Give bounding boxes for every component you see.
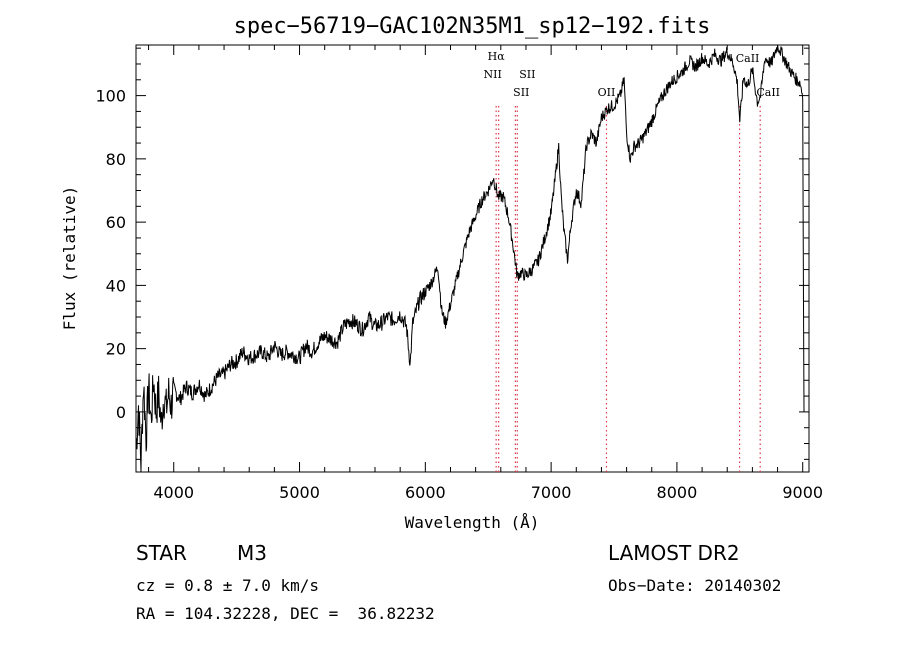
- line-label: SII: [513, 86, 529, 99]
- emission-lines: Hα NII SII SII OII CaII CaII: [484, 50, 780, 472]
- line-label: CaII: [756, 86, 780, 99]
- chart-title: spec−56719−GAC102N35M1_sp12−192.fits: [234, 14, 711, 39]
- y-tick-label: 40: [106, 276, 126, 295]
- y-tick-label: 80: [106, 150, 126, 169]
- x-tick-label: 7000: [531, 483, 572, 502]
- y-tick-label: 0: [116, 403, 126, 422]
- x-tick-label: 8000: [657, 483, 698, 502]
- x-tick-label: 4000: [153, 483, 194, 502]
- survey-name: LAMOST DR2: [608, 541, 740, 565]
- y-tick-label: 20: [106, 340, 126, 359]
- axes-layer: 4000 5000 6000 7000 8000 9000 0 20 40 60 80 100: [95, 45, 823, 502]
- x-axis-label: Wavelength (Å): [405, 513, 540, 532]
- line-label: CaII: [736, 52, 760, 65]
- line-label: OII: [598, 86, 616, 99]
- object-subclass: M3: [237, 541, 267, 565]
- plot-frame: [135, 44, 810, 473]
- x-tick-label: 5000: [279, 483, 320, 502]
- spectrum-line: [135, 44, 805, 473]
- line-label: SII: [519, 68, 535, 81]
- x-tick-label: 6000: [405, 483, 446, 502]
- y-tick-label: 60: [106, 213, 126, 232]
- redshift-velocity: cz = 0.8 ± 7.0 km/s: [136, 576, 320, 595]
- y-tick-label: 100: [95, 87, 126, 106]
- y-axis-label: Flux (relative): [60, 186, 79, 331]
- object-class: STAR: [136, 541, 187, 565]
- observation-date: Obs−Date: 20140302: [608, 576, 782, 595]
- line-label: Hα: [488, 50, 506, 63]
- coordinates: RA = 104.32228, DEC = 36.82232: [136, 604, 435, 623]
- x-tick-label: 9000: [782, 483, 823, 502]
- line-label: NII: [484, 68, 502, 81]
